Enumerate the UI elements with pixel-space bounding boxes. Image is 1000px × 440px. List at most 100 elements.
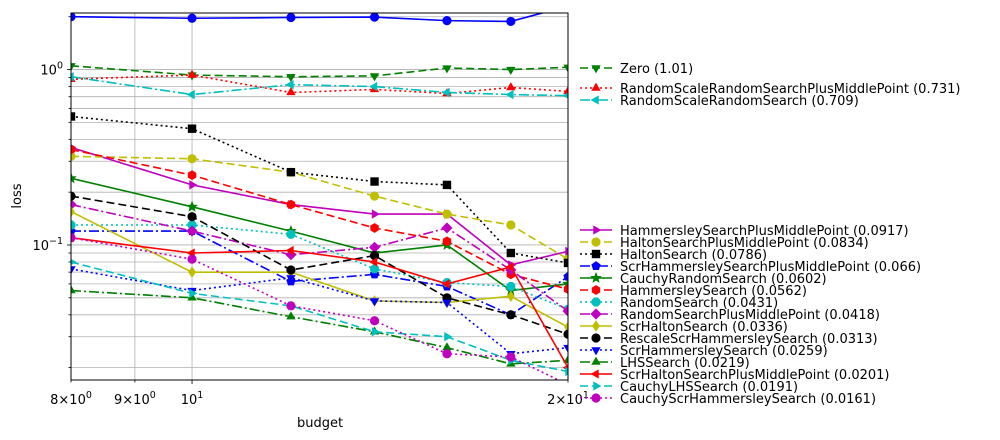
legend-marker <box>591 347 601 356</box>
data-point <box>442 180 452 190</box>
data-point <box>441 279 450 289</box>
series-line <box>71 230 568 316</box>
data-point <box>286 13 296 23</box>
data-point <box>286 229 296 239</box>
legend-label: RandomSearch (0.0431) <box>620 296 778 311</box>
data-point <box>286 74 296 83</box>
data-point <box>563 258 568 268</box>
legend-entry: RandomScaleRandomSearch (0.709) <box>580 94 859 109</box>
data-point <box>187 13 197 23</box>
series-6 <box>71 112 568 268</box>
data-point <box>71 72 74 82</box>
series-16 <box>71 233 568 371</box>
data-point <box>369 257 378 267</box>
data-point <box>442 209 452 219</box>
data-point <box>371 327 380 337</box>
data-point <box>506 248 516 258</box>
data-point <box>370 223 379 233</box>
legend-label: HammersleySearchPlusMiddlePoint (0.0917) <box>620 224 909 239</box>
data-point <box>506 352 516 362</box>
data-point <box>563 86 568 95</box>
legend-marker <box>591 82 601 91</box>
legend-entry: RandomSearch (0.0431) <box>580 296 778 311</box>
data-point <box>187 170 197 181</box>
data-point <box>441 222 453 234</box>
data-point <box>506 310 516 320</box>
legend-marker <box>591 333 601 343</box>
data-point <box>187 254 197 264</box>
data-point <box>186 89 195 100</box>
data-point <box>187 124 197 133</box>
series-5 <box>71 151 568 264</box>
legend-label: CauchyRandomSearch (0.0602) <box>620 272 827 287</box>
data-point <box>565 246 568 257</box>
legend-entry: ScrHammersleySearchPlusMiddlePoint (0.06… <box>580 260 921 275</box>
data-point <box>505 262 514 272</box>
data-point <box>369 250 380 261</box>
data-point <box>562 92 568 99</box>
y-tick-label: 100 <box>40 61 63 79</box>
data-point <box>369 13 380 22</box>
data-point <box>285 245 294 256</box>
legend-label: HaltonSearch (0.0786) <box>620 248 767 263</box>
legend-label: ScrHammersleySearchPlusMiddlePoint (0.06… <box>620 260 921 275</box>
series-2 <box>71 72 568 100</box>
data-point <box>71 144 76 155</box>
legend-label: RescaleScrHammersleySearch (0.0313) <box>620 332 878 347</box>
data-point <box>71 112 76 121</box>
data-point <box>371 209 380 219</box>
data-point <box>369 298 380 307</box>
series-line <box>71 236 568 369</box>
series-0 <box>71 63 568 83</box>
data-point <box>506 282 516 291</box>
data-point <box>442 65 452 74</box>
legend-marker <box>590 95 599 105</box>
data-point <box>286 167 296 177</box>
legend-entry: LHSSearch (0.0219) <box>580 356 750 371</box>
series-layer <box>71 13 568 380</box>
data-point <box>186 200 198 212</box>
data-point <box>368 241 381 253</box>
legend-marker <box>591 393 601 403</box>
legend-label: CauchyScrHammersleySearch (0.0161) <box>620 392 876 407</box>
data-point <box>505 89 514 100</box>
series-line <box>71 65 568 78</box>
data-point <box>286 275 296 284</box>
legend-label: HaltonSearchPlusMiddlePoint (0.0834) <box>620 236 869 251</box>
data-point <box>506 220 516 230</box>
data-point <box>506 16 516 27</box>
data-point <box>369 316 380 326</box>
legend-label: RandomSearchPlusMiddlePoint (0.0418) <box>620 308 880 323</box>
legend-marker <box>591 261 601 270</box>
legend-marker <box>592 320 600 332</box>
data-point <box>71 220 76 230</box>
series-line <box>71 13 546 23</box>
data-point <box>564 321 568 333</box>
data-point <box>71 63 76 72</box>
legend-marker <box>590 271 602 283</box>
series-13 <box>71 191 568 339</box>
data-point <box>189 180 198 190</box>
x-tick-label: 2×101 <box>547 390 589 408</box>
legend-marker <box>593 381 602 391</box>
legend-entry: ScrHammersleySearch (0.0259) <box>580 344 828 359</box>
legend-entry: ScrHaltonSearchPlusMiddlePoint (0.0201) <box>580 368 890 383</box>
legend-label: RandomScaleRandomSearch (0.709) <box>620 94 859 109</box>
legend-entry: HaltonSearch (0.0786) <box>580 248 767 263</box>
legend-marker <box>591 297 601 307</box>
legend-marker <box>591 65 601 74</box>
legend-label: ScrHaltonSearch (0.0336) <box>620 320 788 335</box>
legend-label: RandomScaleRandomSearchPlusMiddlePoint (… <box>620 82 960 97</box>
x-axis-label: budget <box>297 416 343 431</box>
data-point <box>286 311 296 320</box>
legend-label: Zero (1.01) <box>620 62 693 77</box>
axis-ticks: 8×100 9×100 101 2×101 100 10−1 <box>32 16 589 408</box>
legend-label: HammersleySearch (0.0562) <box>620 284 807 299</box>
data-point <box>189 288 198 299</box>
data-point <box>71 258 77 266</box>
x-tick-label: 9×100 <box>114 390 156 408</box>
series-line <box>71 236 561 380</box>
legend-marker <box>591 285 601 295</box>
data-point <box>286 199 296 210</box>
